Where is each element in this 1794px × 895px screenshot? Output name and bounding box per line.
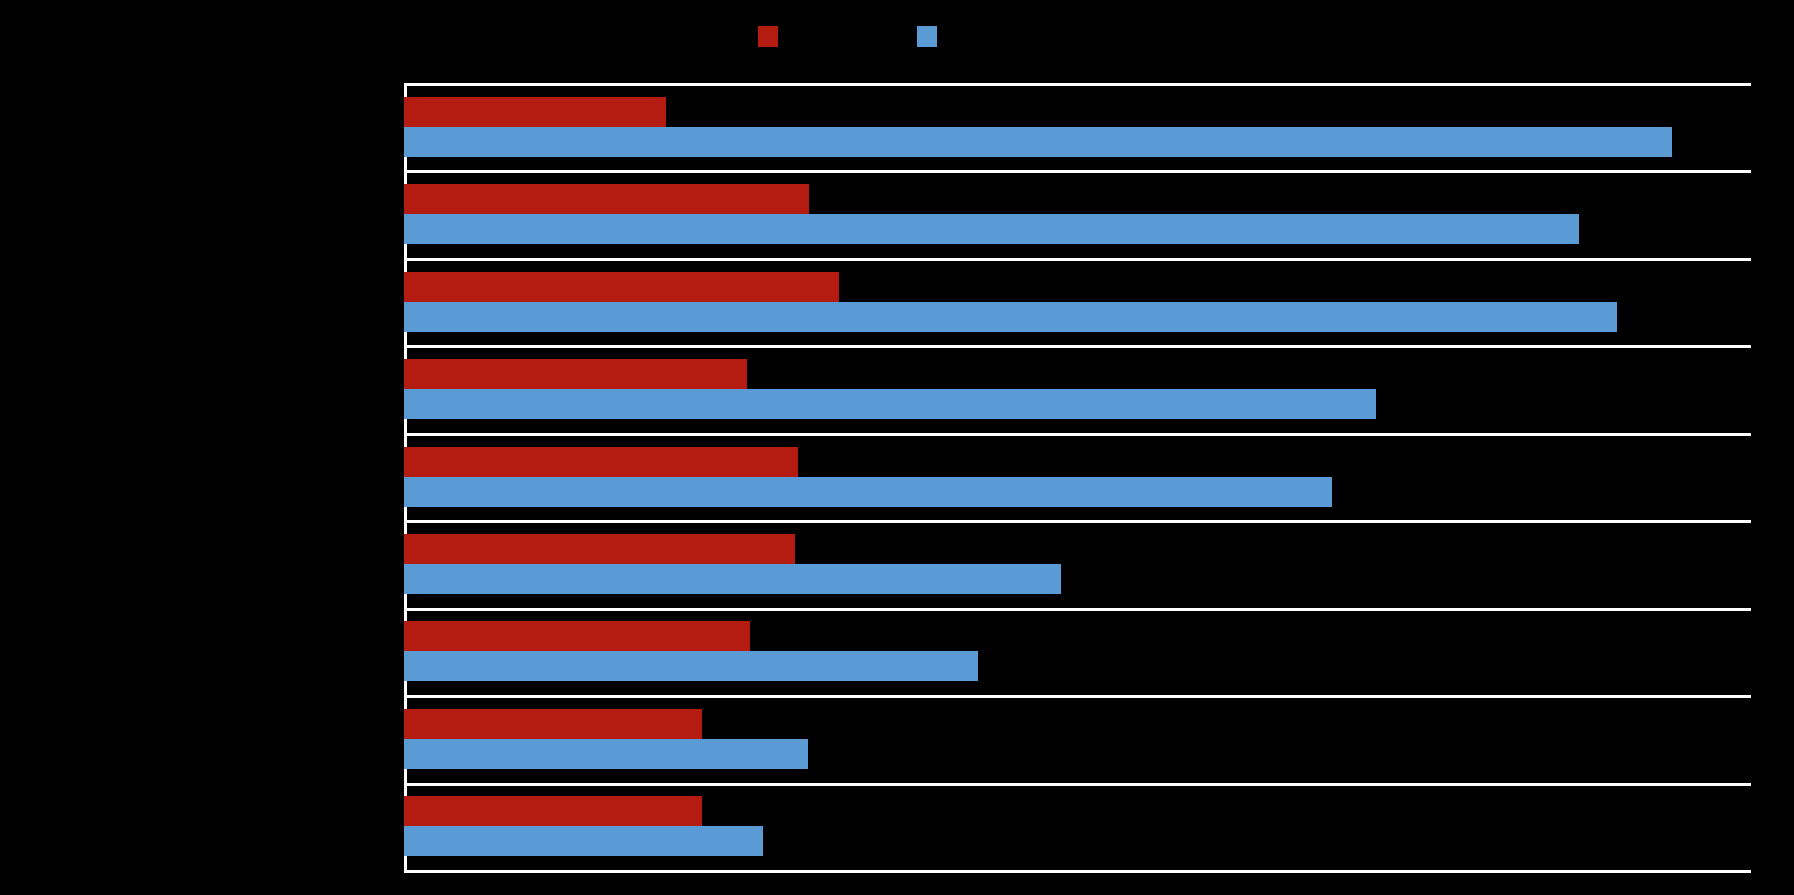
y-tick-label: Category 5 [319, 468, 388, 485]
bar-series-1-5[interactable] [404, 446, 798, 477]
bar-series-1-7[interactable] [404, 621, 750, 652]
bar-series-2-6[interactable] [404, 564, 1061, 594]
plot-area [404, 83, 1751, 873]
bar-series-1-9[interactable] [404, 796, 702, 827]
gridline [404, 608, 1751, 611]
bar-group [404, 258, 1751, 345]
bar-series-2-1[interactable] [404, 127, 1673, 157]
legend-swatch-icon [758, 25, 778, 47]
chart-legend [0, 0, 1794, 72]
bar-series-2-4[interactable] [404, 389, 1376, 420]
gridline [404, 520, 1751, 523]
gridline [404, 695, 1751, 698]
gridline [404, 258, 1751, 261]
bar-group [404, 433, 1751, 520]
bar-group [404, 83, 1751, 170]
bar-series-2-5[interactable] [404, 476, 1332, 507]
gridline [404, 345, 1751, 348]
bar-group [404, 607, 1751, 694]
gridline [404, 433, 1751, 436]
y-tick-label: Category 4 [319, 380, 388, 397]
bar-group [404, 345, 1751, 432]
bar-series-1-6[interactable] [404, 534, 796, 564]
gridline [404, 783, 1751, 786]
bar-series-1-1[interactable] [404, 97, 666, 127]
legend-entry-1[interactable] [758, 0, 788, 72]
gridline [404, 170, 1751, 173]
legend-swatch-icon [917, 25, 937, 47]
bar-group [404, 170, 1751, 257]
legend-entry-2[interactable] [917, 0, 947, 72]
gridline [404, 870, 1751, 873]
y-tick-label: Category 6 [319, 555, 388, 572]
bar-series-1-3[interactable] [404, 271, 840, 302]
bar-series-2-3[interactable] [404, 301, 1617, 332]
bar-series-2-7[interactable] [404, 651, 978, 682]
bar-group [404, 520, 1751, 607]
bar-series-1-2[interactable] [404, 184, 810, 215]
bar-series-2-2[interactable] [404, 214, 1580, 245]
y-tick-label: Category 2 [319, 206, 388, 223]
bar-series-2-9[interactable] [404, 826, 763, 857]
bar-group [404, 695, 1751, 782]
gridline [404, 83, 1751, 86]
y-tick-label: Category 1 [319, 118, 388, 135]
bar-series-2-8[interactable] [404, 738, 809, 769]
bar-series-1-8[interactable] [404, 708, 702, 739]
x-axis-tick-labels [404, 872, 1751, 895]
y-tick-label: Category 8 [319, 730, 388, 747]
y-tick-label: Category 7 [319, 643, 388, 660]
bar-group [404, 782, 1751, 869]
y-tick-label: Category 9 [319, 817, 388, 834]
y-tick-label: Category 3 [319, 293, 388, 310]
bar-series-1-4[interactable] [404, 359, 748, 390]
y-axis-tick-labels: Category 1 Category 2 Category 3 Category 4… [0, 83, 400, 870]
